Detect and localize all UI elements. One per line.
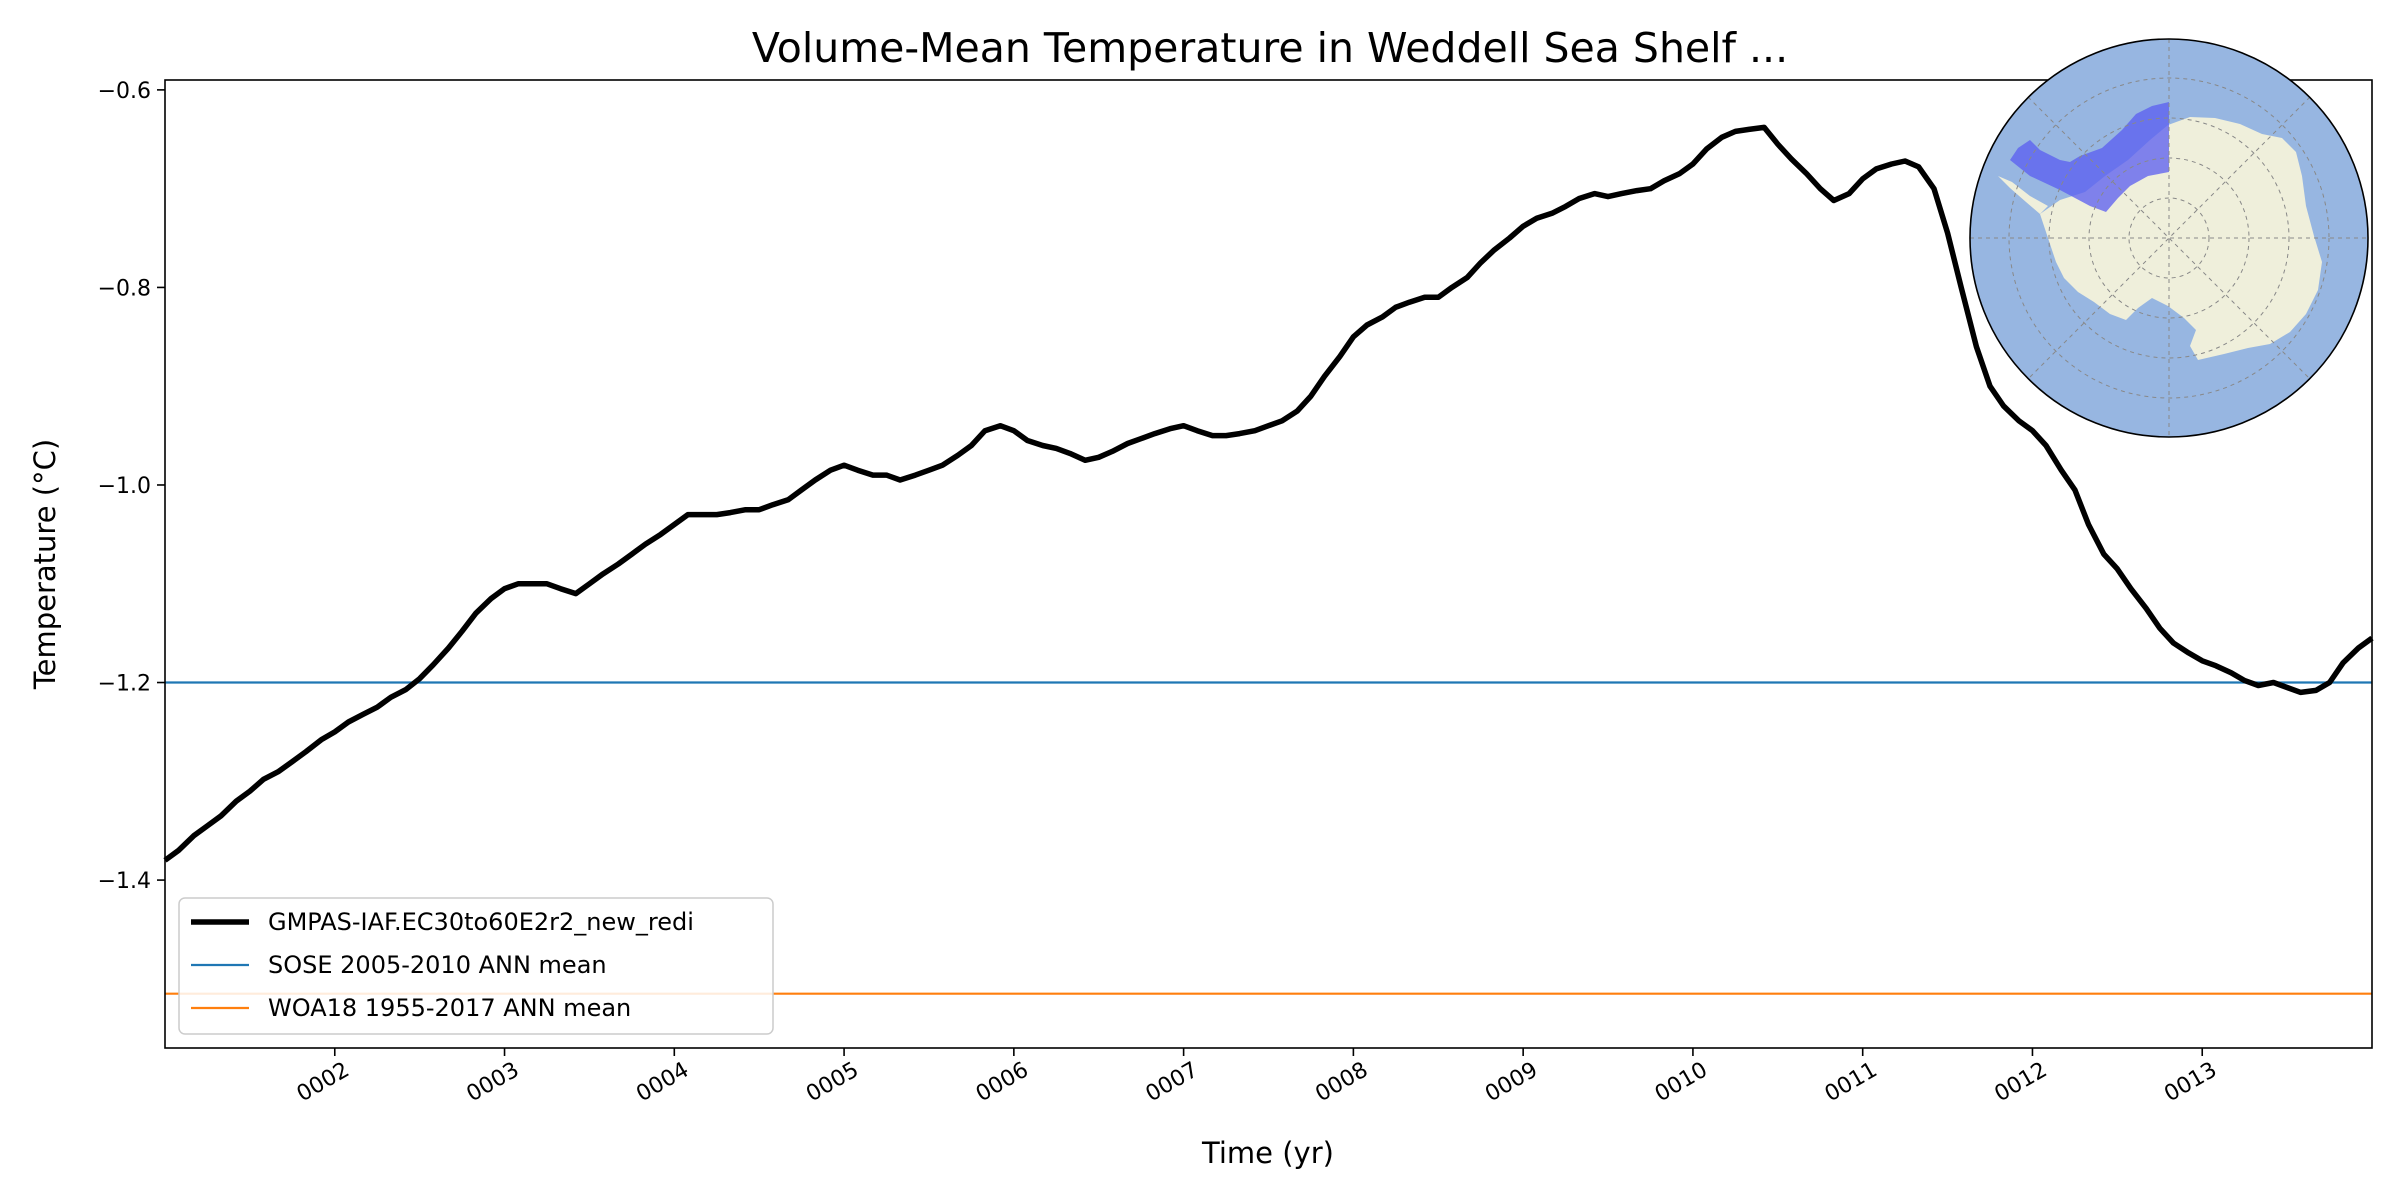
x-axis-label: Time (yr) [1201, 1136, 1334, 1170]
y-tick-label: −0.8 [98, 276, 151, 301]
y-tick-label: −1.4 [98, 869, 151, 894]
legend-entry-woa18: WOA18 1955-2017 ANN mean [268, 994, 631, 1022]
series-line-gmpas [163, 124, 2374, 863]
y-tick-label: −0.6 [98, 79, 151, 104]
map-graticule [1970, 39, 2368, 437]
y-axis: −0.6 −0.8 −1.0 −1.2 −1.4 [98, 79, 165, 894]
plot-frame [164, 79, 2373, 1049]
legend: GMPAS-IAF.EC30to60E2r2_new_redi SOSE 200… [178, 897, 774, 1035]
map-border [1969, 38, 2369, 438]
legend-box [178, 897, 774, 1035]
y-tick-label: −1.0 [98, 474, 151, 499]
inset-map-antarctica [1969, 38, 2369, 438]
map-weddell-region [2010, 102, 2169, 212]
legend-entry-gmpas: GMPAS-IAF.EC30to60E2r2_new_redi [268, 908, 694, 936]
y-axis-label: Temperature (°C) [28, 439, 62, 690]
y-tick-label: −1.2 [98, 672, 151, 697]
legend-entry-sose: SOSE 2005-2010 ANN mean [268, 951, 607, 979]
map-peninsula [1998, 176, 2048, 214]
chart-title: Volume-Mean Temperature in Weddell Sea S… [752, 24, 1788, 72]
